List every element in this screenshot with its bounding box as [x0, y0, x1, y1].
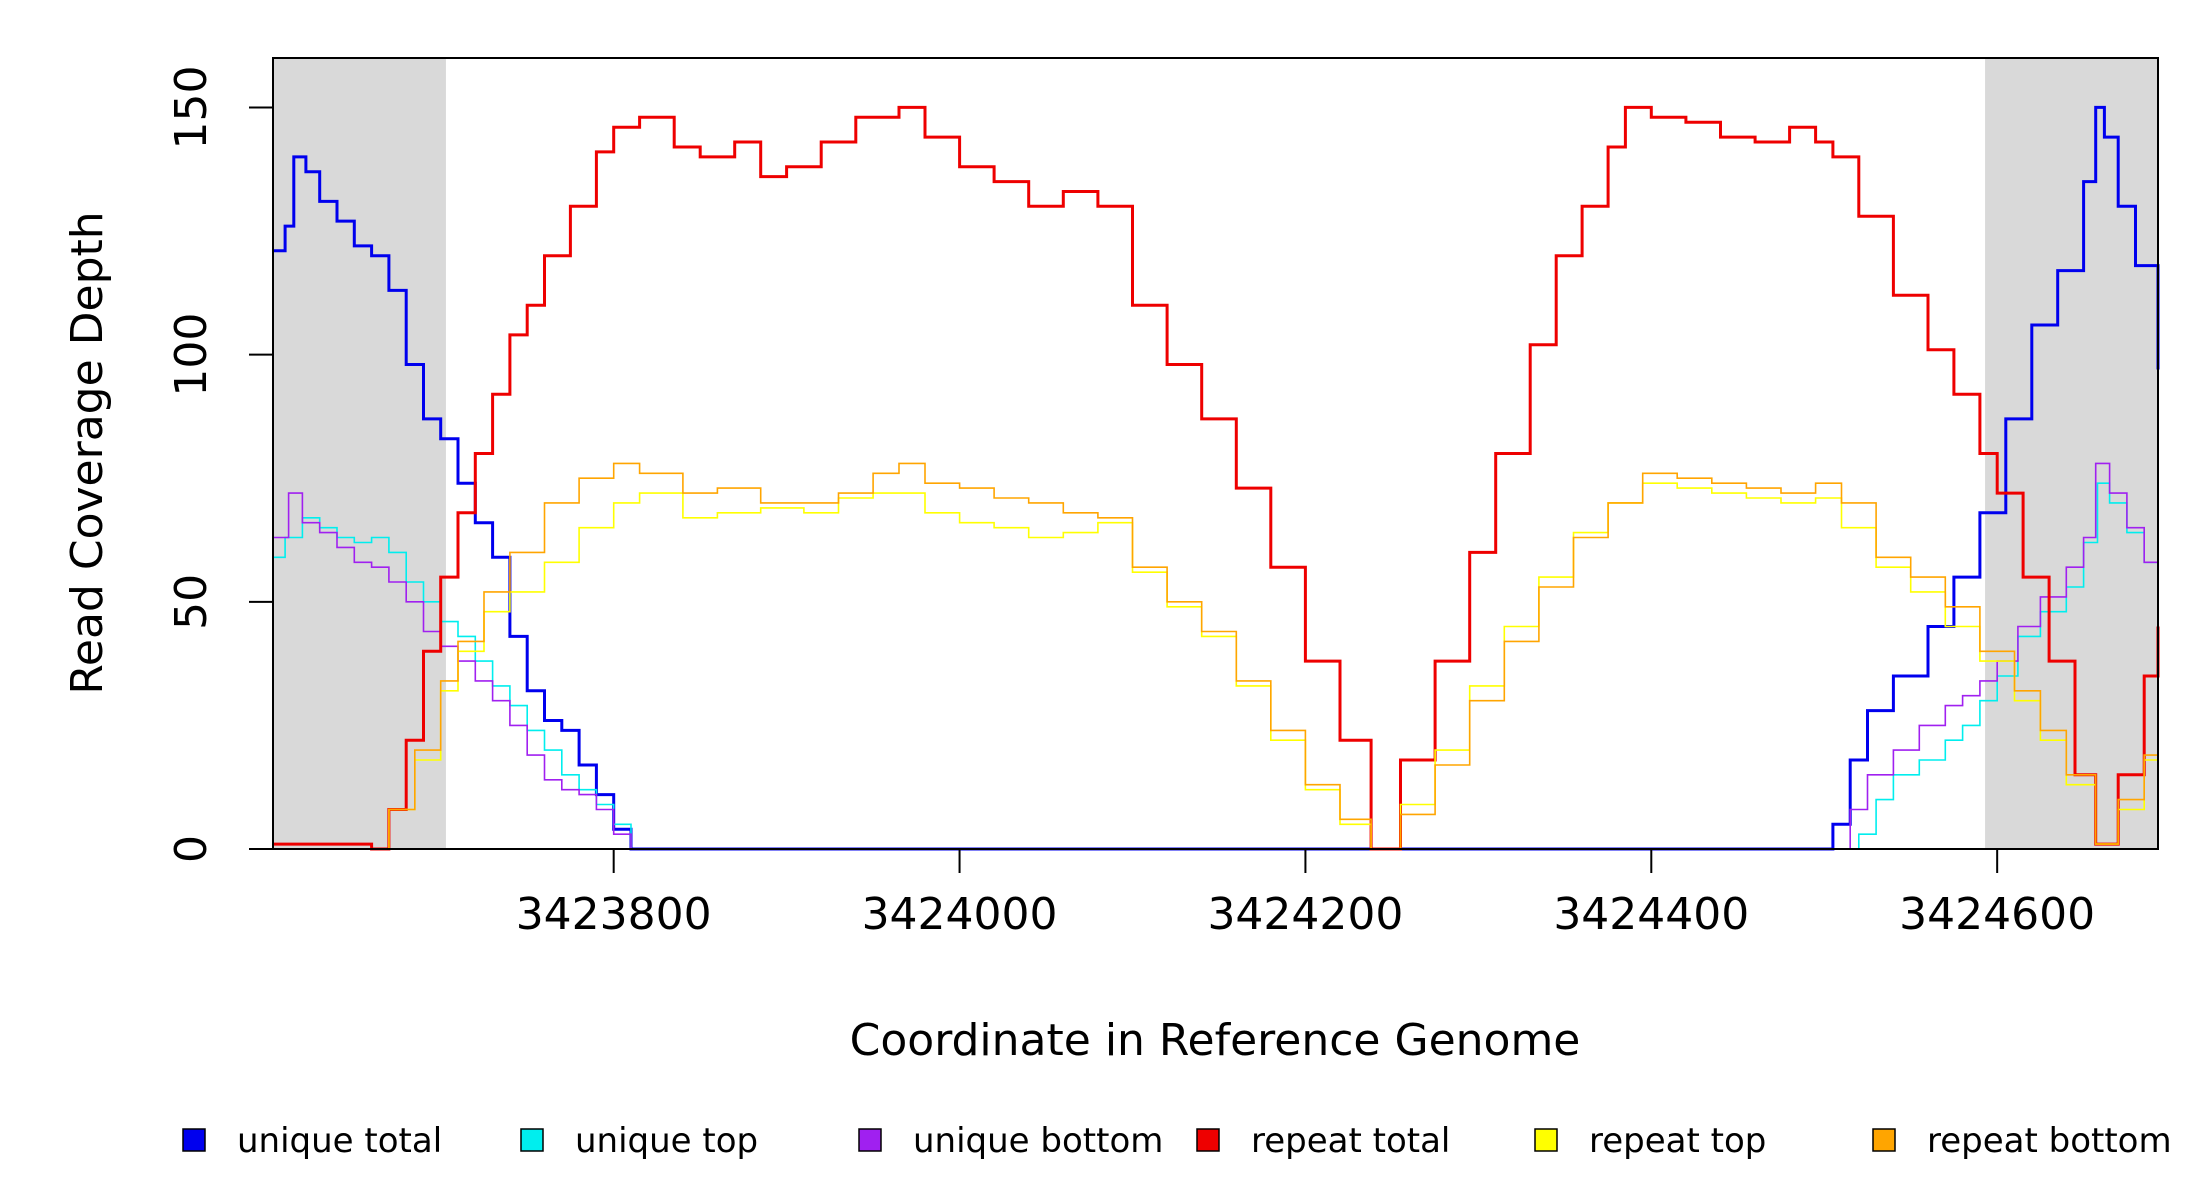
shaded-region-1: [273, 58, 446, 849]
y-axis-title: Read Coverage Depth: [62, 211, 113, 694]
series-line-repeat-bottom: [273, 462, 2159, 850]
y-tick-label: 0: [166, 835, 217, 863]
x-axis-title: Coordinate in Reference Genome: [850, 1015, 1581, 1066]
legend-label-unique-bottom: unique bottom: [913, 1121, 1163, 1161]
x-tick-label: 3424200: [1207, 889, 1403, 940]
y-tick-label: 150: [166, 65, 217, 149]
legend-label-unique-total: unique total: [237, 1121, 442, 1161]
x-tick-label: 3424400: [1553, 889, 1749, 940]
legend-swatch-repeat-bottom: [1872, 1128, 1896, 1152]
y-axis: 0 50 100 150: [166, 65, 274, 863]
series-line-repeat-total: [273, 105, 2160, 851]
series-lines: [273, 105, 2160, 851]
legend-label-repeat-bottom: repeat bottom: [1927, 1121, 2172, 1161]
legend-label-unique-top: unique top: [575, 1121, 758, 1161]
x-tick-label: 3424600: [1899, 889, 2095, 940]
legend-swatch-repeat-total: [1196, 1128, 1220, 1152]
legend-swatch-unique-bottom: [858, 1128, 882, 1152]
shaded-regions: [273, 58, 2158, 849]
x-axis: 3423800 3424000 3424200 3424400 3424600: [516, 848, 2095, 940]
x-tick-label: 3424000: [862, 889, 1058, 940]
legend-label-repeat-total: repeat total: [1251, 1121, 1450, 1161]
series-line-unique-top: [273, 482, 2159, 850]
plot-frame: [272, 57, 2159, 850]
legend-swatch-unique-total: [182, 1128, 206, 1152]
y-tick-label: 100: [166, 313, 217, 397]
series-line-unique-bottom: [273, 462, 2159, 850]
series-line-repeat-top: [273, 482, 2159, 850]
series-line-unique-total: [273, 105, 2160, 851]
y-tick-label: 50: [166, 574, 217, 630]
x-tick-label: 3423800: [516, 889, 712, 940]
shaded-region-2: [1985, 58, 2158, 849]
legend-swatch-unique-top: [520, 1128, 544, 1152]
legend: unique total unique top unique bottom repea…: [182, 1121, 2172, 1161]
legend-label-repeat-top: repeat top: [1589, 1121, 1766, 1161]
legend-swatch-repeat-top: [1534, 1128, 1558, 1152]
